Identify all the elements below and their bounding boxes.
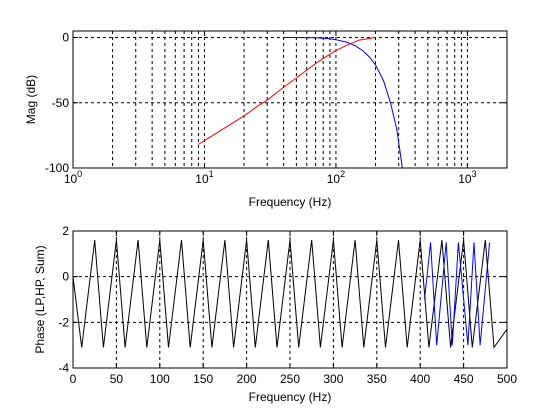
- magnitude-y-axis-label: Mag (dB): [24, 75, 38, 124]
- magnitude-y-tick-label: -50: [52, 96, 70, 110]
- phase-x-axis-label: Frequency (Hz): [249, 390, 332, 404]
- phase-x-tick-label: 500: [497, 372, 517, 386]
- phase-x-tick-label: 400: [410, 372, 430, 386]
- magnitude-x-tick-label: 101: [195, 169, 213, 186]
- phase-x-tick-label: 100: [150, 372, 170, 386]
- magnitude-x-tick-label: 100: [64, 169, 82, 186]
- phase-x-tick-label: 300: [323, 372, 343, 386]
- magnitude-x-tick-label: 103: [458, 169, 476, 186]
- magnitude-y-tick-label: 0: [62, 31, 69, 45]
- magnitude-x-tick-label: 102: [327, 169, 345, 186]
- phase-y-tick-label: -4: [58, 361, 69, 375]
- phase-x-tick-label: 350: [367, 372, 387, 386]
- phase-y-axis-label: Phase (LP,HP, Sum): [33, 245, 47, 353]
- phase-x-tick-label: 50: [110, 372, 124, 386]
- phase-plot: 20-2-40 50 100 150 200 250 300 350 400 450 500 Fre…: [33, 224, 517, 404]
- magnitude-y-tick-label: -100: [45, 161, 69, 175]
- phase-x-tick-label: 150: [193, 372, 213, 386]
- phase-ticks: 20-2-40 50 100 150 200 250 300 350 400 450 500: [58, 224, 517, 386]
- magnitude-series: [198, 37, 403, 169]
- phase-x-tick-label: 0: [70, 372, 77, 386]
- phase-y-tick-label: 0: [62, 270, 69, 284]
- magnitude-axes-frame: [72, 30, 508, 169]
- phase-series-1-line: [424, 242, 491, 346]
- phase-series: [72, 240, 508, 349]
- phase-x-tick-label: 450: [454, 372, 474, 386]
- phase-x-tick-label: 250: [280, 372, 300, 386]
- phase-x-tick-label: 200: [237, 372, 257, 386]
- phase-y-tick-label: 2: [62, 224, 69, 238]
- phase-y-tick-label: -2: [58, 315, 69, 329]
- magnitude-x-axis-label: Frequency (Hz): [249, 195, 332, 209]
- phase-series-0-line: [72, 240, 508, 349]
- magnitude-grid: [73, 31, 507, 168]
- magnitude-series-1-line: [198, 37, 376, 145]
